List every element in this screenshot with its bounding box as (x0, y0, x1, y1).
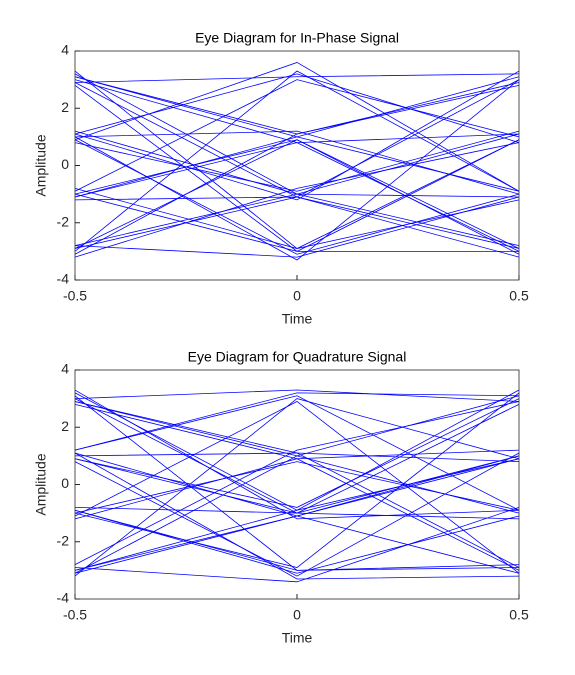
y-tick-label: 2 (61, 418, 69, 434)
trace (74, 139, 520, 249)
trace (74, 76, 520, 198)
trace (74, 401, 520, 566)
trace (74, 401, 520, 574)
trace (74, 389, 520, 402)
trace (74, 133, 520, 198)
trace (74, 389, 520, 520)
trace (74, 130, 520, 195)
y-axis-label: Amplitude (33, 453, 49, 515)
trace (74, 70, 520, 201)
trace (74, 509, 520, 574)
plot-area (75, 370, 519, 599)
y-tick-label: 2 (61, 99, 69, 115)
x-tick-label: -0.5 (63, 288, 87, 304)
trace (74, 507, 520, 583)
y-tick-label: 0 (61, 156, 69, 172)
trace (74, 193, 520, 247)
x-axis-label: Time (282, 630, 313, 646)
trace (74, 398, 520, 508)
trace (74, 398, 520, 577)
y-tick-label: 4 (61, 361, 69, 377)
y-tick-label: -4 (57, 590, 70, 606)
trace (74, 452, 520, 580)
x-axis-label: Time (282, 311, 313, 327)
trace (74, 70, 520, 249)
trace (74, 79, 520, 192)
trace (74, 401, 520, 568)
x-tick-label: 0 (293, 607, 301, 623)
trace (74, 458, 520, 574)
trace (74, 82, 520, 249)
x-tick-label: 0.5 (509, 607, 529, 623)
trace (74, 70, 520, 252)
plot-area (75, 51, 519, 280)
trace (74, 403, 520, 460)
trace (74, 79, 520, 261)
trace (74, 395, 520, 571)
trace (74, 76, 520, 135)
trace (74, 398, 520, 514)
trace (74, 142, 520, 258)
y-tick-label: -2 (57, 532, 70, 548)
trace (74, 392, 520, 451)
y-tick-label: 0 (61, 475, 69, 491)
trace (74, 196, 520, 258)
chart-title: Eye Diagram for Quadrature Signal (188, 349, 407, 365)
trace (74, 62, 520, 192)
x-tick-label: 0.5 (509, 288, 529, 304)
x-tick-label: -0.5 (63, 607, 87, 623)
trace (74, 389, 520, 571)
y-tick-label: -4 (57, 271, 70, 287)
y-tick-label: -2 (57, 213, 70, 229)
trace (74, 193, 519, 252)
chart-title: Eye Diagram for In-Phase Signal (195, 30, 399, 46)
x-tick-label: 0 (293, 288, 301, 304)
trace (74, 73, 520, 83)
y-tick-label: 4 (61, 42, 69, 58)
trace (74, 461, 520, 514)
y-axis-label: Amplitude (33, 134, 49, 196)
